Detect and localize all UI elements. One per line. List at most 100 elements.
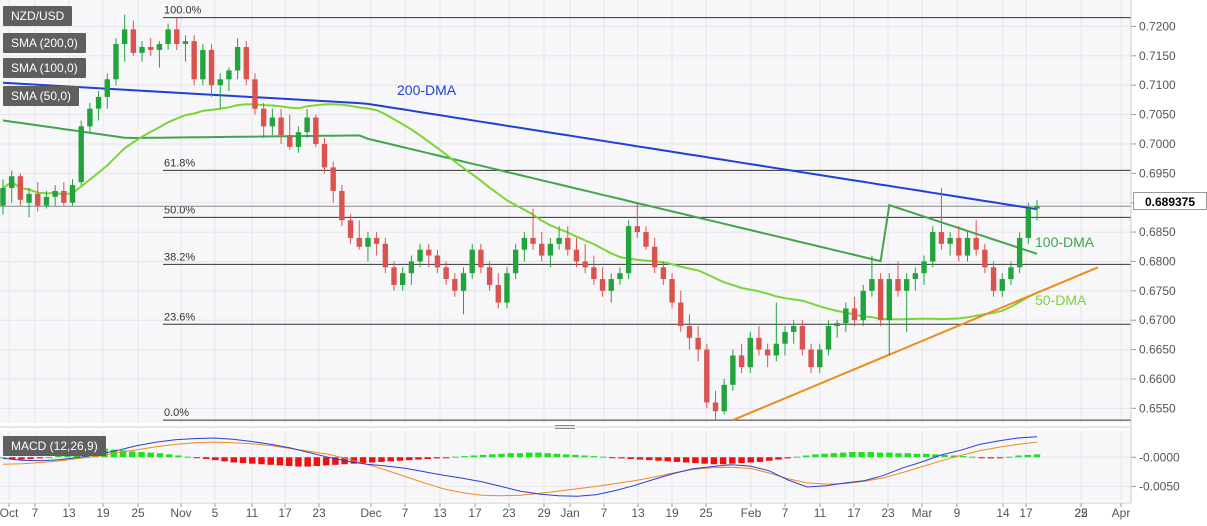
x-tick-label: 7 bbox=[32, 506, 39, 520]
candle bbox=[973, 220, 979, 256]
macd-histogram-bar bbox=[387, 457, 394, 462]
macd-legend[interactable]: MACD (12,26,9) bbox=[3, 436, 106, 456]
candle bbox=[773, 302, 780, 362]
price-panel-bg bbox=[0, 0, 1131, 423]
candle bbox=[156, 41, 163, 68]
macd-histogram-bar bbox=[950, 455, 958, 458]
candle bbox=[121, 14, 128, 62]
candle bbox=[912, 267, 919, 291]
x-tick-label: Dec bbox=[360, 506, 381, 520]
x-tick-label: 17 bbox=[278, 506, 292, 520]
x-tick-label: Jan bbox=[560, 506, 579, 520]
dma-annotation: 50-DMA bbox=[1035, 292, 1087, 308]
macd-histogram-bar bbox=[932, 454, 939, 458]
x-tick-label: 17 bbox=[468, 506, 482, 520]
candle bbox=[956, 226, 962, 262]
x-tick-label: 25 bbox=[1074, 506, 1088, 520]
macd-histogram-bar bbox=[553, 453, 561, 458]
candle bbox=[452, 273, 458, 297]
candle bbox=[252, 73, 258, 115]
candle bbox=[512, 243, 519, 280]
macd-histogram-bar bbox=[1024, 454, 1031, 458]
macd-histogram-bar bbox=[221, 457, 228, 462]
current-price-tag: 0.689375 bbox=[1133, 192, 1207, 210]
macd-histogram-bar bbox=[969, 456, 976, 458]
candle bbox=[330, 161, 336, 203]
candle bbox=[313, 114, 319, 147]
macd-histogram-bar bbox=[802, 455, 810, 458]
macd-histogram-bar bbox=[322, 457, 330, 466]
macd-histogram-bar bbox=[129, 451, 136, 458]
macd-histogram-bar bbox=[470, 455, 478, 458]
macd-histogram-bar bbox=[415, 457, 422, 460]
macd-histogram-bar bbox=[516, 453, 524, 458]
candle bbox=[0, 179, 6, 215]
candle bbox=[877, 273, 884, 327]
macd-histogram-bar bbox=[489, 454, 496, 458]
macd-histogram-bar bbox=[655, 457, 662, 461]
x-tick-label: Feb bbox=[741, 506, 762, 520]
candle bbox=[721, 378, 727, 415]
macd-histogram-bar bbox=[618, 457, 625, 459]
candle bbox=[851, 296, 858, 327]
candle bbox=[426, 243, 432, 268]
candle bbox=[930, 226, 936, 268]
macd-histogram-bar bbox=[479, 454, 487, 458]
macd-histogram-bar bbox=[867, 452, 875, 458]
candle bbox=[373, 232, 380, 256]
macd-histogram-bar bbox=[941, 454, 948, 458]
dma-annotation: 100-DMA bbox=[1035, 234, 1095, 250]
x-tick-label: 23 bbox=[502, 506, 516, 520]
candle bbox=[704, 343, 710, 409]
candle bbox=[148, 38, 154, 56]
y-tick-label: 0.6700 bbox=[1139, 313, 1176, 327]
sma100-legend[interactable]: SMA (100,0) bbox=[3, 58, 86, 78]
fib-label: 100.0% bbox=[164, 5, 202, 17]
candle bbox=[191, 35, 197, 86]
macd-histogram-bar bbox=[636, 457, 644, 460]
sma50-legend[interactable]: SMA (50,0) bbox=[3, 86, 80, 106]
macd-histogram-bar bbox=[295, 457, 302, 467]
candle bbox=[486, 261, 493, 291]
candle bbox=[1034, 199, 1040, 221]
candle bbox=[799, 320, 806, 356]
candle bbox=[339, 185, 345, 227]
panel-resize-handle[interactable] bbox=[555, 425, 575, 429]
macd-histogram-bar bbox=[682, 457, 690, 463]
macd-histogram-bar bbox=[544, 453, 551, 458]
candle bbox=[208, 44, 215, 97]
macd-histogram-bar bbox=[138, 452, 145, 458]
symbol-legend[interactable]: NZD/USD bbox=[3, 6, 73, 26]
candle bbox=[834, 320, 840, 338]
macd-histogram-bar bbox=[886, 452, 893, 458]
macd-histogram-bar bbox=[784, 457, 791, 459]
macd-histogram-bar bbox=[775, 457, 782, 460]
macd-histogram-bar bbox=[18, 457, 25, 460]
macd-histogram-bar bbox=[599, 456, 607, 458]
moving-averages bbox=[2, 81, 1099, 421]
candle bbox=[599, 267, 606, 297]
x-tick-label: 19 bbox=[96, 506, 110, 520]
macd-histogram-bar bbox=[433, 457, 441, 459]
candle bbox=[356, 220, 362, 250]
macd-histogram-bar bbox=[304, 457, 311, 467]
candle bbox=[903, 273, 910, 332]
candle bbox=[95, 91, 102, 121]
candle bbox=[104, 73, 110, 109]
macd-histogram-bar bbox=[442, 457, 450, 459]
candle bbox=[764, 343, 771, 368]
y-tick-label: 0.6650 bbox=[1139, 343, 1176, 357]
sma200-legend[interactable]: SMA (200,0) bbox=[3, 33, 86, 53]
macd-histogram-bar bbox=[332, 457, 339, 465]
candle bbox=[860, 284, 866, 327]
macd-histogram-bar bbox=[202, 457, 210, 459]
macd-histogram-bar bbox=[756, 457, 764, 462]
candle bbox=[365, 232, 371, 262]
macd-signal-line bbox=[2, 441, 1038, 497]
candle bbox=[226, 67, 232, 92]
x-tick-label: 23 bbox=[312, 506, 326, 520]
candle bbox=[478, 243, 484, 274]
candle bbox=[825, 320, 832, 356]
candle bbox=[130, 20, 137, 56]
